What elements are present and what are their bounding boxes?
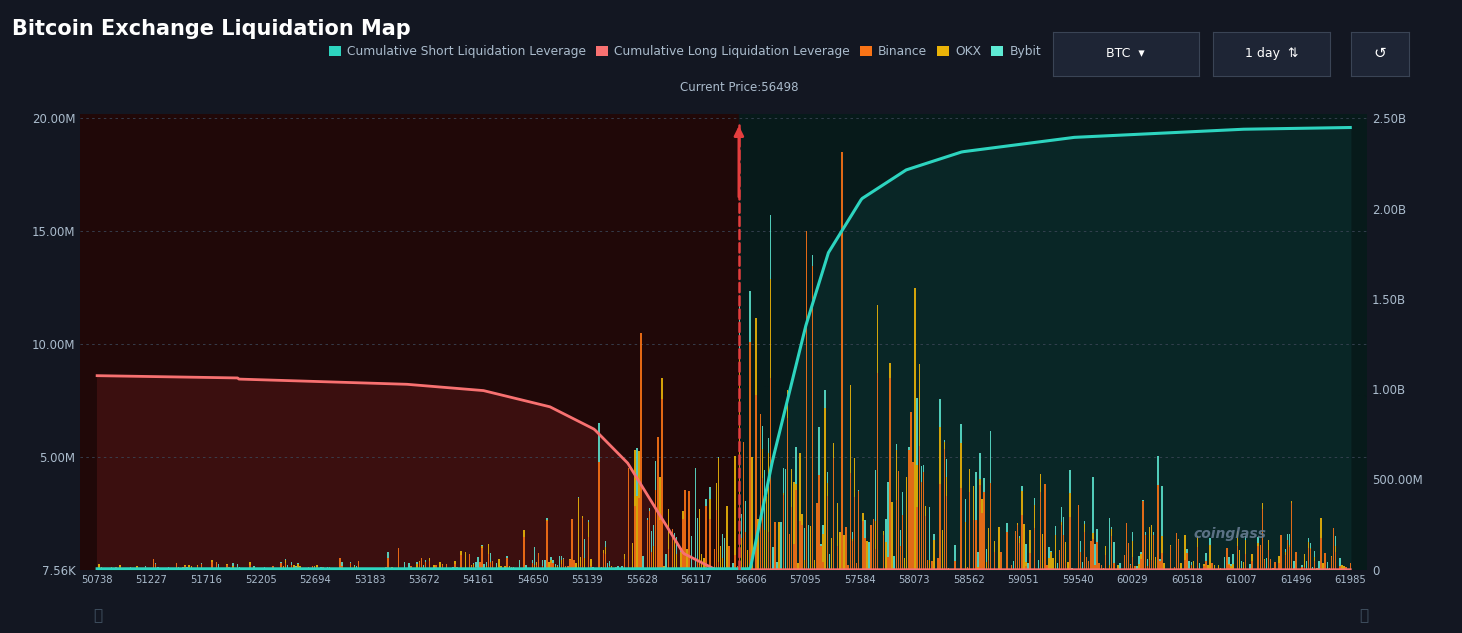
Legend: Cumulative Short Liquidation Leverage, Cumulative Long Liquidation Leverage, Bin: Cumulative Short Liquidation Leverage, C… bbox=[325, 41, 1047, 63]
Text: BTC  ▾: BTC ▾ bbox=[1107, 47, 1145, 60]
Text: ↺: ↺ bbox=[1374, 46, 1386, 61]
Text: ⏸: ⏸ bbox=[94, 608, 102, 624]
Text: ⏸: ⏸ bbox=[1360, 608, 1368, 624]
Bar bbox=[738, 114, 1367, 570]
Text: 1 day  ⇅: 1 day ⇅ bbox=[1246, 47, 1298, 60]
Text: Bitcoin Exchange Liquidation Map: Bitcoin Exchange Liquidation Map bbox=[12, 19, 411, 39]
Text: coinglass: coinglass bbox=[1193, 527, 1266, 541]
Text: Current Price:56498: Current Price:56498 bbox=[680, 80, 798, 94]
Bar bbox=[80, 114, 738, 570]
